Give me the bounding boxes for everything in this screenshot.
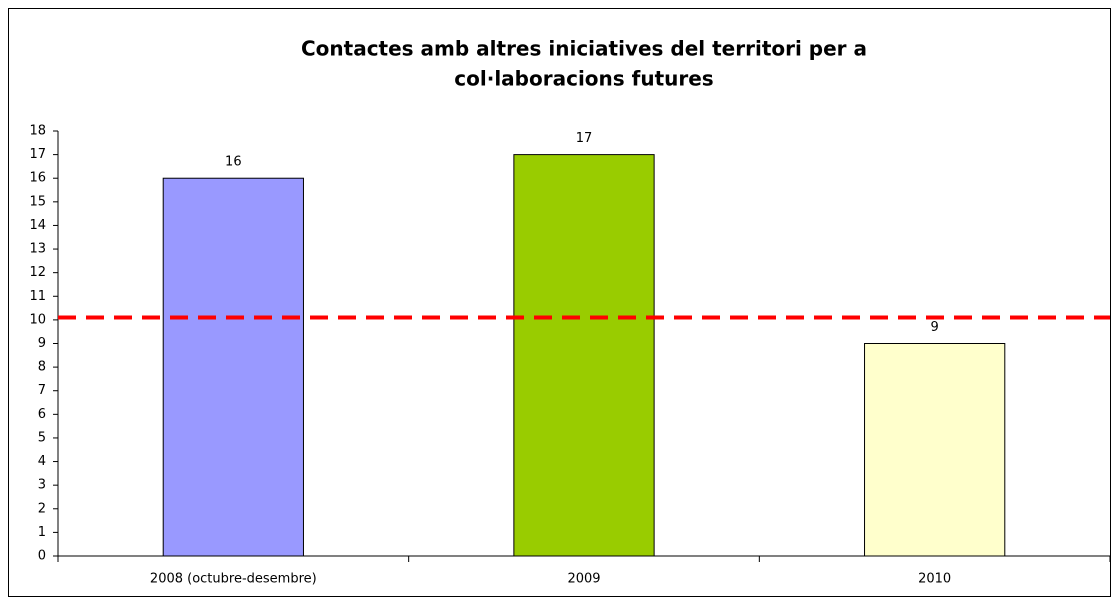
y-tick-label: 2 xyxy=(38,501,46,516)
chart-title: col·laboracions futures xyxy=(454,67,713,91)
x-tick-label: 2009 xyxy=(567,572,600,587)
y-tick-label: 1 xyxy=(38,525,46,540)
y-tick-label: 4 xyxy=(38,454,46,469)
x-tick-label: 2008 (octubre-desembre) xyxy=(150,572,317,587)
y-tick-label: 13 xyxy=(29,242,46,257)
y-tick-label: 15 xyxy=(29,194,46,209)
y-tick-label: 14 xyxy=(29,218,46,233)
y-tick-label: 0 xyxy=(38,549,46,564)
bar xyxy=(162,177,304,557)
bar xyxy=(513,154,655,557)
chart-title: Contactes amb altres iniciatives del ter… xyxy=(301,37,867,61)
y-tick-label: 7 xyxy=(38,383,46,398)
y-tick-label: 17 xyxy=(29,147,46,162)
y-tick-label: 10 xyxy=(29,312,46,327)
y-tick-label: 9 xyxy=(38,336,46,351)
x-tick-label: 2010 xyxy=(918,572,951,587)
data-label: 9 xyxy=(931,320,939,335)
y-tick-label: 8 xyxy=(38,360,46,375)
data-label: 16 xyxy=(225,155,242,170)
bar xyxy=(864,343,1006,557)
y-tick-label: 6 xyxy=(38,407,46,422)
y-tick-label: 16 xyxy=(29,171,46,186)
y-tick-label: 18 xyxy=(29,124,46,139)
y-tick-label: 5 xyxy=(38,430,46,445)
data-label: 17 xyxy=(576,131,593,146)
y-tick-label: 11 xyxy=(29,289,46,304)
y-tick-label: 3 xyxy=(38,478,46,493)
y-tick-label: 12 xyxy=(29,265,46,280)
